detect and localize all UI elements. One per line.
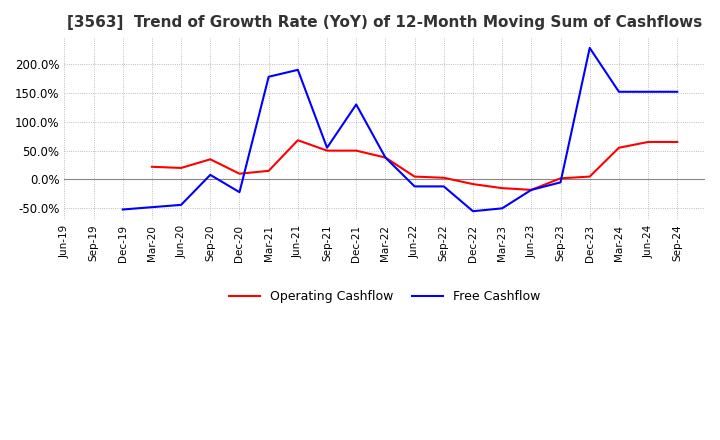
Free Cashflow: [323, 145, 331, 150]
Free Cashflow: [235, 190, 244, 195]
Operating Cashflow: [381, 155, 390, 160]
Free Cashflow: [673, 89, 682, 95]
Line: Free Cashflow: Free Cashflow: [122, 48, 678, 211]
Operating Cashflow: [264, 168, 273, 173]
Operating Cashflow: [410, 174, 419, 179]
Operating Cashflow: [235, 171, 244, 176]
Free Cashflow: [206, 172, 215, 177]
Operating Cashflow: [323, 148, 331, 153]
Legend: Operating Cashflow, Free Cashflow: Operating Cashflow, Free Cashflow: [224, 285, 546, 308]
Operating Cashflow: [673, 139, 682, 145]
Free Cashflow: [177, 202, 186, 208]
Operating Cashflow: [585, 174, 594, 179]
Line: Operating Cashflow: Operating Cashflow: [152, 140, 678, 190]
Title: [3563]  Trend of Growth Rate (YoY) of 12-Month Moving Sum of Cashflows: [3563] Trend of Growth Rate (YoY) of 12-…: [67, 15, 702, 30]
Free Cashflow: [264, 74, 273, 79]
Free Cashflow: [557, 180, 565, 185]
Free Cashflow: [381, 155, 390, 160]
Free Cashflow: [148, 205, 156, 210]
Operating Cashflow: [294, 138, 302, 143]
Operating Cashflow: [352, 148, 361, 153]
Free Cashflow: [410, 184, 419, 189]
Operating Cashflow: [177, 165, 186, 171]
Free Cashflow: [294, 67, 302, 73]
Operating Cashflow: [557, 176, 565, 181]
Operating Cashflow: [148, 164, 156, 169]
Free Cashflow: [498, 205, 506, 211]
Operating Cashflow: [615, 145, 624, 150]
Operating Cashflow: [527, 187, 536, 193]
Free Cashflow: [118, 207, 127, 212]
Operating Cashflow: [644, 139, 652, 145]
Free Cashflow: [469, 209, 477, 214]
Free Cashflow: [644, 89, 652, 95]
Free Cashflow: [439, 184, 448, 189]
Operating Cashflow: [206, 157, 215, 162]
Operating Cashflow: [498, 186, 506, 191]
Free Cashflow: [352, 102, 361, 107]
Free Cashflow: [527, 187, 536, 193]
Free Cashflow: [615, 89, 624, 95]
Free Cashflow: [585, 45, 594, 51]
Operating Cashflow: [469, 181, 477, 187]
Operating Cashflow: [439, 175, 448, 180]
